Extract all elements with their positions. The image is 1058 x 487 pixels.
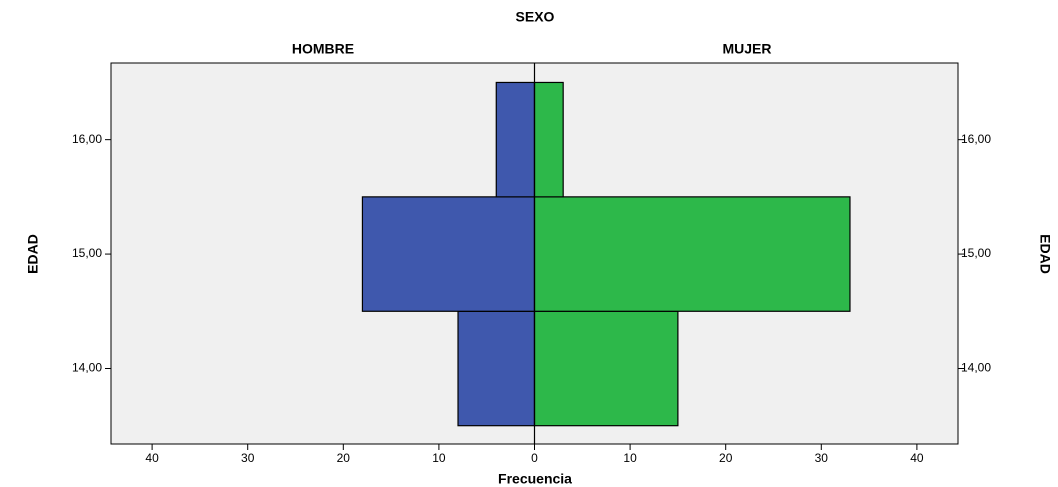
y-tick-label: 15,00: [961, 246, 991, 260]
x-tick-label: 20: [337, 451, 351, 465]
bar: [533, 81, 564, 198]
x-tick-label: 40: [910, 451, 924, 465]
x-axis-label: Frecuencia: [498, 471, 572, 487]
bar: [361, 196, 536, 312]
bar: [533, 310, 679, 427]
y-tick-label: 15,00: [72, 246, 102, 260]
x-tick-label: 10: [623, 451, 637, 465]
x-tick-label: 0: [531, 451, 538, 465]
bar: [495, 81, 536, 198]
x-tick-label: 40: [145, 451, 159, 465]
bar: [533, 196, 851, 312]
x-tick-label: 20: [719, 451, 733, 465]
y-tick-label: 16,00: [72, 132, 102, 146]
panel-title: MUJER: [722, 41, 771, 57]
y-axis-label: EDAD: [1037, 234, 1053, 274]
x-tick-label: 30: [815, 451, 829, 465]
x-tick-label: 30: [241, 451, 255, 465]
y-tick-label: 14,00: [961, 361, 991, 375]
panel-title: HOMBRE: [292, 41, 354, 57]
x-tick-label: 10: [432, 451, 446, 465]
y-tick-label: 14,00: [72, 361, 102, 375]
y-tick-label: 16,00: [961, 132, 991, 146]
bar: [457, 310, 536, 427]
y-axis-label: EDAD: [25, 234, 41, 274]
chart-title: SEXO: [516, 9, 555, 25]
